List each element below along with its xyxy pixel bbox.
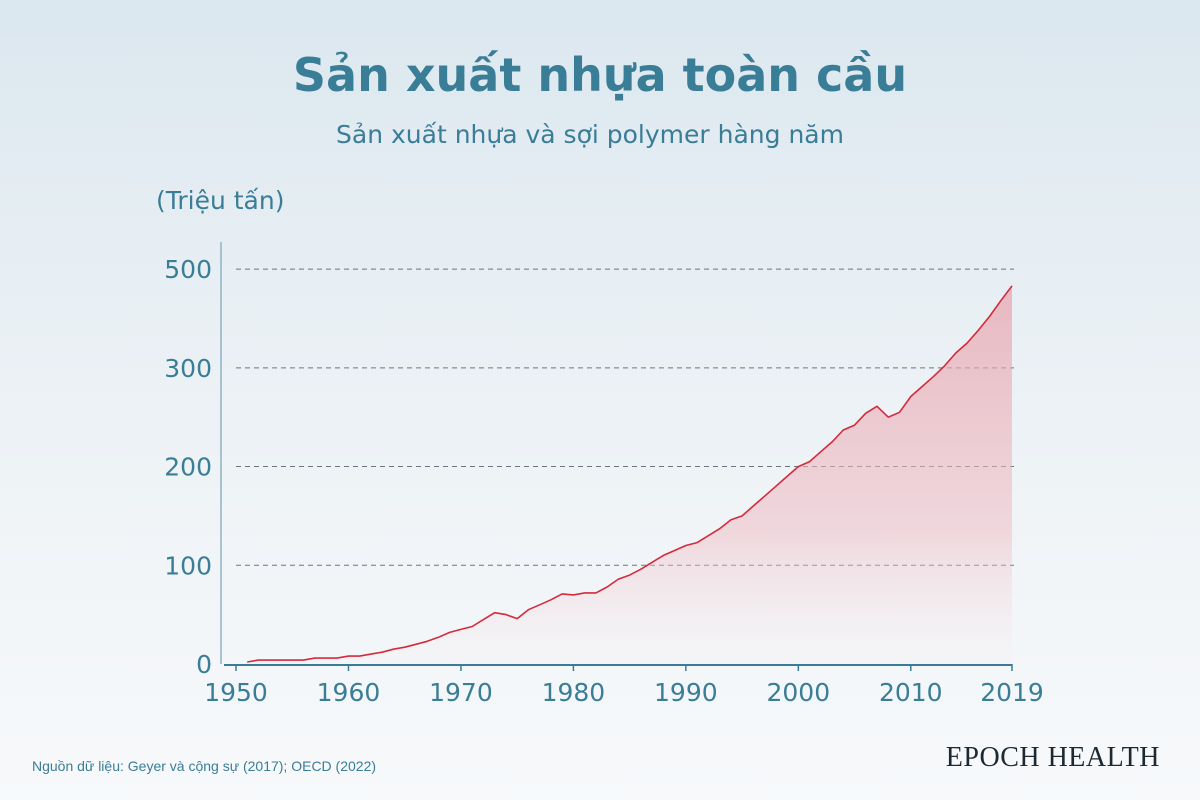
data-source-note: Nguồn dữ liệu: Geyer và cộng sự (2017); … bbox=[32, 758, 377, 774]
brand-logo: EPOCH HEALTH bbox=[945, 742, 1160, 773]
x-tick-label: 2010 bbox=[879, 678, 943, 707]
x-tick-label: 1970 bbox=[429, 678, 493, 707]
y-tick-label: 0 bbox=[196, 650, 212, 679]
x-tick-labels: 1950 1960 1970 1980 1990 2000 2010 2019 bbox=[204, 678, 1044, 707]
y-tick-label: 200 bbox=[164, 453, 212, 482]
x-tick-label: 1960 bbox=[317, 678, 381, 707]
y-axis-unit-label: (Triệu tấn) bbox=[156, 186, 285, 215]
x-tick-label: 1950 bbox=[204, 678, 268, 707]
y-tick-labels: 0 100 200 300 500 bbox=[164, 255, 212, 679]
chart-subtitle: Sản xuất nhựa và sợi polymer hàng năm bbox=[336, 120, 844, 149]
production-area bbox=[247, 285, 1012, 664]
chart-title: Sản xuất nhựa toàn cầu bbox=[292, 48, 908, 102]
production-line bbox=[247, 285, 1013, 663]
y-tick-label: 100 bbox=[164, 551, 212, 580]
x-tick-label: 1980 bbox=[542, 678, 606, 707]
x-tick-label: 1990 bbox=[654, 678, 718, 707]
x-tick-label: 2000 bbox=[767, 678, 831, 707]
x-tick-label: 2019 bbox=[980, 678, 1044, 707]
y-tick-label: 500 bbox=[164, 255, 212, 284]
y-tick-label: 300 bbox=[164, 354, 212, 383]
